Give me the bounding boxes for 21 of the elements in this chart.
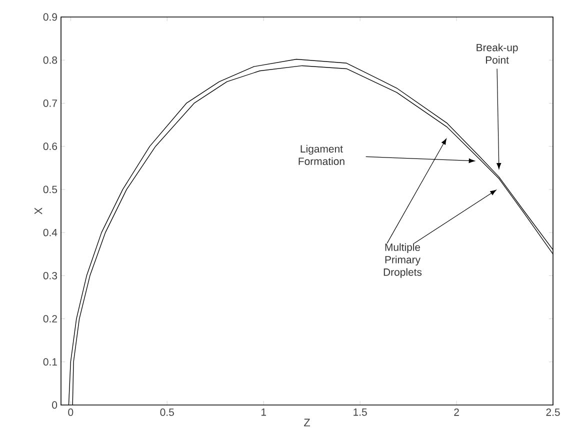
y-tick-label: 0	[52, 401, 58, 409]
x-tick-label: 0.5	[160, 408, 174, 416]
annotation: Ligament Formation	[298, 144, 344, 166]
annotation: Break-up Point	[476, 44, 518, 64]
y-tick-label: 0.4	[43, 228, 58, 236]
x-tick-label: 0	[68, 408, 74, 416]
y-tick-label: 0.3	[43, 272, 58, 280]
y-tick-label: 0.5	[43, 186, 58, 194]
y-tick-label: 0.9	[43, 13, 57, 21]
y-tick-label: 0.7	[43, 100, 57, 107]
annotation: Multiple Primary Droplets	[384, 243, 422, 278]
y-tick-label: 0.1	[43, 358, 57, 366]
y-tick-label: 0.6	[43, 142, 58, 150]
y-axis-title: X	[34, 208, 42, 214]
y-tick-label: 0.8	[43, 56, 58, 64]
x-axis-title: Z	[304, 418, 310, 426]
x-tick-label: 1.5	[354, 408, 367, 416]
x-tick-label: 2.5	[546, 408, 560, 416]
y-tick-label: 0.2	[43, 315, 57, 322]
x-tick-label: 1	[261, 408, 266, 416]
x-tick-label: 2	[454, 408, 459, 416]
